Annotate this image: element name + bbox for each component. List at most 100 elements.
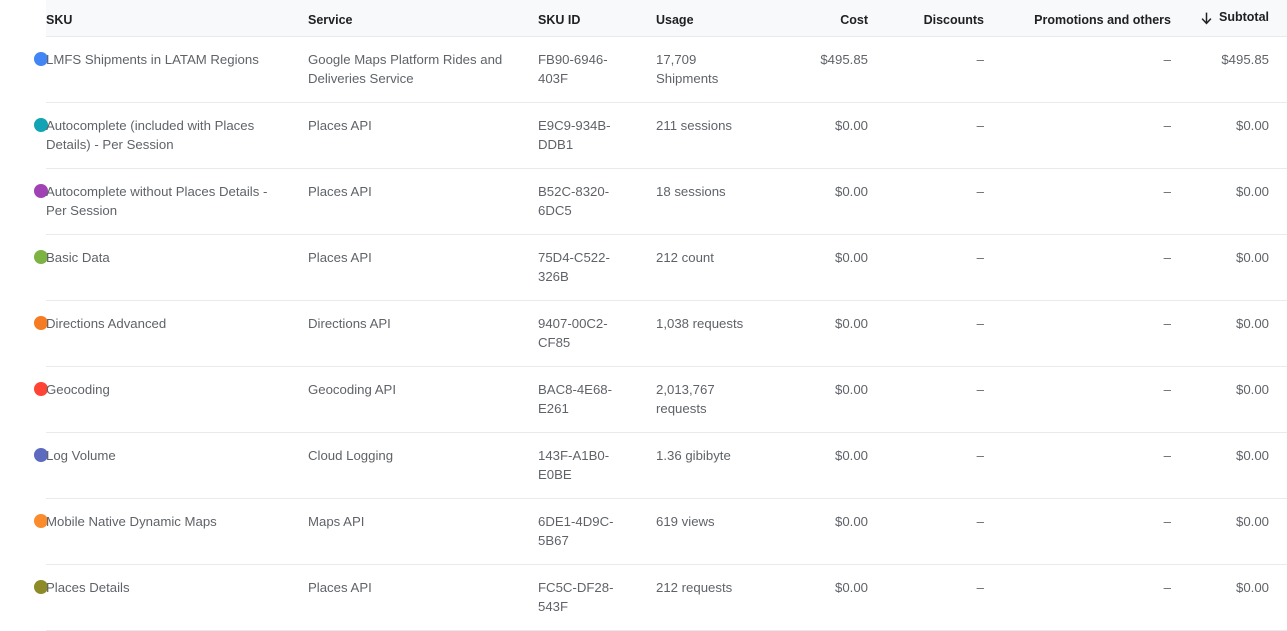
row-color-swatch-cell xyxy=(0,366,48,432)
table-row[interactable]: Directions Advanced Directions API 9407-… xyxy=(0,300,1287,367)
cell-cost: $495.85 xyxy=(776,36,886,103)
cell-promotions: – xyxy=(1002,234,1189,301)
column-header-promotions[interactable]: Promotions and others xyxy=(1002,0,1189,37)
cell-sku-id: B52C-8320-6DC5 xyxy=(538,168,656,235)
arrow-downward-icon xyxy=(1201,12,1212,25)
cell-promotions: – xyxy=(1002,168,1189,235)
cell-sku: Places Details xyxy=(46,564,308,631)
table-body: LMFS Shipments in LATAM Regions Google M… xyxy=(0,36,1287,631)
cell-cost: $0.00 xyxy=(776,498,886,565)
cell-discounts: – xyxy=(886,366,1002,433)
table-row[interactable]: Basic Data Places API 75D4-C522-326B 212… xyxy=(0,234,1287,301)
cell-sku: Mobile Native Dynamic Maps xyxy=(46,498,308,565)
cell-promotions: – xyxy=(1002,102,1189,169)
cell-discounts: – xyxy=(886,432,1002,499)
color-dot-icon xyxy=(34,118,48,132)
column-header-sku-id[interactable]: SKU ID xyxy=(538,0,656,37)
cell-sku-id: BAC8-4E68-E261 xyxy=(538,366,656,433)
cell-usage: 1,038 requests xyxy=(656,300,776,367)
table-row[interactable]: Places Details Places API FC5C-DF28-543F… xyxy=(0,564,1287,631)
color-dot-icon xyxy=(34,316,48,330)
row-color-swatch-cell xyxy=(0,102,48,168)
column-header-sku-label: SKU xyxy=(46,12,73,27)
table-header-row: SKU Service SKU ID Usage Cost Discounts … xyxy=(0,0,1287,37)
cell-discounts: – xyxy=(886,102,1002,169)
table-row[interactable]: Autocomplete without Places Details - Pe… xyxy=(0,168,1287,235)
cell-discounts: – xyxy=(886,300,1002,367)
row-color-swatch-cell xyxy=(0,564,48,630)
column-header-subtotal-label: Subtotal xyxy=(1219,10,1269,24)
column-header-sku[interactable]: SKU xyxy=(46,0,308,37)
column-header-color-key xyxy=(0,0,46,36)
cell-promotions: – xyxy=(1002,564,1189,631)
cell-usage: 212 requests xyxy=(656,564,776,631)
cell-subtotal: $0.00 xyxy=(1189,498,1287,565)
cell-subtotal: $0.00 xyxy=(1189,366,1287,433)
cell-subtotal: $0.00 xyxy=(1189,234,1287,301)
cell-promotions: – xyxy=(1002,498,1189,565)
cell-promotions: – xyxy=(1002,432,1189,499)
cell-usage: 619 views xyxy=(656,498,776,565)
cell-service: Maps API xyxy=(308,498,538,565)
cell-usage: 212 count xyxy=(656,234,776,301)
cell-discounts: – xyxy=(886,168,1002,235)
color-dot-icon xyxy=(34,52,48,66)
column-header-cost[interactable]: Cost xyxy=(776,0,886,37)
cell-discounts: – xyxy=(886,498,1002,565)
row-color-swatch-cell xyxy=(0,498,48,564)
cell-cost: $0.00 xyxy=(776,432,886,499)
cell-service: Directions API xyxy=(308,300,538,367)
cell-subtotal: $0.00 xyxy=(1189,432,1287,499)
cell-cost: $0.00 xyxy=(776,102,886,169)
row-color-swatch-cell xyxy=(0,168,48,234)
cell-cost: $0.00 xyxy=(776,564,886,631)
cell-service: Places API xyxy=(308,234,538,301)
cell-sku: Geocoding xyxy=(46,366,308,433)
column-header-cost-label: Cost xyxy=(840,12,868,27)
cell-cost: $0.00 xyxy=(776,234,886,301)
cell-service: Places API xyxy=(308,564,538,631)
cell-service: Places API xyxy=(308,102,538,169)
cell-service: Geocoding API xyxy=(308,366,538,433)
cell-sku-id: 75D4-C522-326B xyxy=(538,234,656,301)
cell-sku: Log Volume xyxy=(46,432,308,499)
table-header: SKU Service SKU ID Usage Cost Discounts … xyxy=(0,0,1287,37)
column-header-subtotal[interactable]: Subtotal xyxy=(1189,0,1287,37)
color-dot-icon xyxy=(34,382,48,396)
cell-sku: Autocomplete without Places Details - Pe… xyxy=(46,168,308,235)
color-dot-icon xyxy=(34,448,48,462)
row-color-swatch-cell xyxy=(0,300,48,366)
column-header-usage-label: Usage xyxy=(656,12,694,27)
column-header-sku-id-label: SKU ID xyxy=(538,12,581,27)
column-header-discounts[interactable]: Discounts xyxy=(886,0,1002,37)
cell-cost: $0.00 xyxy=(776,300,886,367)
cell-usage: 211 sessions xyxy=(656,102,776,169)
cell-service: Cloud Logging xyxy=(308,432,538,499)
row-color-swatch-cell xyxy=(0,36,48,102)
column-header-service[interactable]: Service xyxy=(308,0,538,37)
cell-usage: 1.36 gibibyte xyxy=(656,432,776,499)
table-row[interactable]: Log Volume Cloud Logging 143F-A1B0-E0BE … xyxy=(0,432,1287,499)
column-header-service-label: Service xyxy=(308,12,353,27)
table-row[interactable]: Autocomplete (included with Places Detai… xyxy=(0,102,1287,169)
cell-promotions: – xyxy=(1002,36,1189,103)
cell-subtotal: $495.85 xyxy=(1189,36,1287,103)
cell-subtotal: $0.00 xyxy=(1189,564,1287,631)
table-row[interactable]: Mobile Native Dynamic Maps Maps API 6DE1… xyxy=(0,498,1287,565)
cell-sku: Basic Data xyxy=(46,234,308,301)
cell-sku: Directions Advanced xyxy=(46,300,308,367)
cell-sku-id: 9407-00C2-CF85 xyxy=(538,300,656,367)
cell-discounts: – xyxy=(886,234,1002,301)
column-header-usage[interactable]: Usage xyxy=(656,0,776,37)
cell-sku: Autocomplete (included with Places Detai… xyxy=(46,102,308,169)
cell-discounts: – xyxy=(886,36,1002,103)
cell-sku-id: E9C9-934B-DDB1 xyxy=(538,102,656,169)
table-row[interactable]: Geocoding Geocoding API BAC8-4E68-E261 2… xyxy=(0,366,1287,433)
cell-sku-id: 6DE1-4D9C-5B67 xyxy=(538,498,656,565)
table-row[interactable]: LMFS Shipments in LATAM Regions Google M… xyxy=(0,36,1287,103)
cell-cost: $0.00 xyxy=(776,366,886,433)
cell-cost: $0.00 xyxy=(776,168,886,235)
cell-discounts: – xyxy=(886,564,1002,631)
column-header-promotions-label: Promotions and others xyxy=(1034,12,1171,27)
